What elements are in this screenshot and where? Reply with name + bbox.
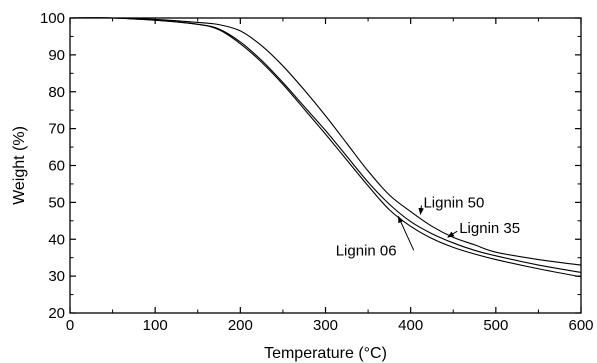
- x-tick-label: 100: [143, 317, 168, 334]
- y-tick-label: 50: [48, 194, 65, 211]
- y-tick-label: 40: [48, 231, 65, 248]
- series-line-lignin-50: [69, 17, 582, 266]
- x-tick-label: 400: [398, 317, 423, 334]
- plot-marks: 0 100 200 300 400 500 600 20 30 40 50 60 70 80 90 100 Li…: [40, 10, 594, 334]
- x-tick-label: 200: [228, 317, 253, 334]
- y-tick-label: 70: [48, 121, 65, 138]
- annotation-arrow: [397, 215, 415, 251]
- y-tick-label: 20: [48, 305, 65, 322]
- y-tick-label: 100: [40, 10, 65, 27]
- y-tick-label: 30: [48, 268, 65, 285]
- annotation-arrow: [418, 205, 424, 216]
- annotation-label: Lignin 06: [336, 242, 397, 259]
- annotation-arrow: [447, 230, 458, 238]
- annotation-label: Lignin 50: [423, 194, 484, 211]
- x-tick-label: 300: [313, 317, 338, 334]
- y-tick-label: 90: [48, 47, 65, 64]
- y-tick-label: 60: [48, 158, 65, 175]
- x-tick-label: 500: [483, 317, 508, 334]
- x-axis-title: Temperature (°C): [264, 345, 387, 362]
- annotation-label: Lignin 35: [459, 220, 520, 237]
- x-tick-label: 0: [66, 317, 74, 334]
- y-axis-title: Weight (%): [11, 126, 28, 205]
- plot-frame: [69, 17, 582, 314]
- series-line-lignin-06: [69, 17, 582, 278]
- y-tick-label: 80: [48, 84, 65, 101]
- x-tick-label: 600: [568, 317, 593, 334]
